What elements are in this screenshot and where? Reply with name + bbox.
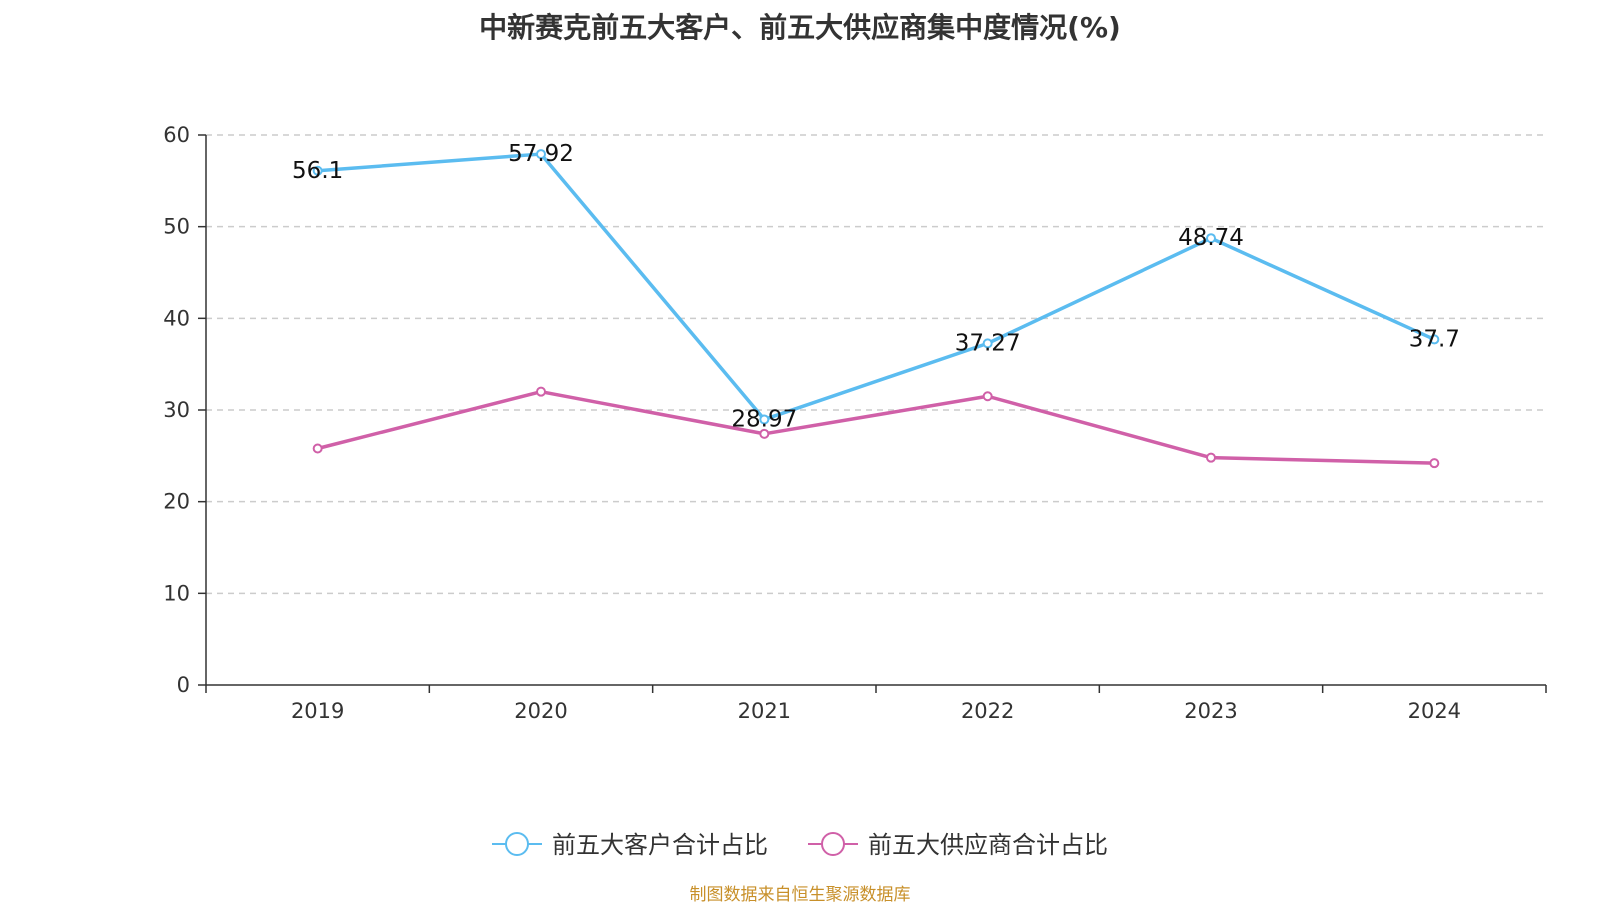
data-point — [759, 428, 770, 439]
x-tick-label: 2022 — [961, 699, 1014, 723]
y-tick-label: 20 — [163, 490, 190, 514]
data-label: 57.92 — [508, 141, 574, 167]
legend-item-1[interactable]: 前五大客户合计占比 — [492, 831, 768, 859]
axes: 0 10 20 30 40 50 60 2019 2020 2021 2022 2023 2024 — [163, 123, 1547, 723]
x-tick-label: 2023 — [1184, 699, 1237, 723]
x-tick-label: 2021 — [738, 699, 791, 723]
data-point — [1429, 334, 1440, 345]
y-tick-label: 10 — [163, 581, 190, 605]
data-label: 37.7 — [1409, 326, 1460, 352]
legend-label: 前五大供应商合计占比 — [868, 831, 1108, 859]
data-point — [536, 386, 546, 397]
x-tick-label: 2020 — [514, 699, 567, 723]
data-label: 56.1 — [292, 158, 343, 184]
y-tick-label: 0 — [177, 673, 190, 697]
data-label: 28.97 — [731, 406, 797, 432]
data-point — [1206, 233, 1216, 244]
data-point — [982, 391, 993, 402]
x-tick-label: 2019 — [291, 699, 344, 723]
data-point — [1429, 458, 1440, 469]
data-point — [536, 149, 546, 160]
legend[interactable]: 前五大客户合计占比 前五大供应商合计占比 — [492, 831, 1108, 859]
series-line-1 — [317, 152, 1436, 422]
data-labels: 56.1 57.92 28.97 37.27 48.74 37.7 — [292, 141, 1460, 432]
data-point — [982, 338, 993, 349]
grid-lines — [206, 134, 1546, 595]
y-tick-label: 60 — [163, 123, 190, 147]
y-tick-label: 50 — [163, 215, 190, 239]
data-label: 37.27 — [955, 330, 1021, 356]
data-point — [759, 414, 770, 425]
data-point — [312, 443, 323, 454]
legend-marker — [821, 832, 845, 856]
data-point — [312, 165, 323, 176]
legend-label: 前五大客户合计占比 — [552, 831, 768, 859]
data-point — [1206, 452, 1216, 463]
y-tick-label: 40 — [163, 306, 190, 330]
y-tick-label: 30 — [163, 398, 190, 422]
legend-item-2[interactable]: 前五大供应商合计占比 — [808, 831, 1108, 859]
x-tick-label: 2024 — [1408, 699, 1461, 723]
series-line-2 — [317, 389, 1435, 465]
data-label: 48.74 — [1178, 225, 1244, 251]
source-note: 制图数据来自恒生聚源数据库 — [689, 885, 911, 905]
chart-title: 中新赛克前五大客户、前五大供应商集中度情况(%) — [479, 11, 1121, 44]
legend-marker — [505, 832, 529, 856]
series-lines — [312, 149, 1440, 469]
